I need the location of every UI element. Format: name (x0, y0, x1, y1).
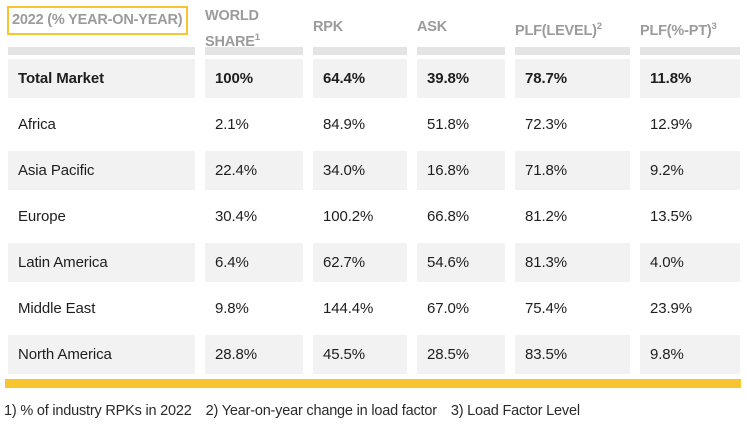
footnote-item: 3) Load Factor Level (450, 403, 580, 419)
value-cell: 144.4% (323, 299, 374, 317)
value-cell: 100% (205, 55, 303, 101)
value-cell: 9.8% (640, 331, 740, 377)
value-cell: 4.0% (640, 239, 740, 285)
value-cell: 30.4% (215, 207, 258, 225)
value-cell: 28.5% (417, 331, 505, 377)
table-top-border-segment (417, 47, 505, 55)
value-cell: 11.8% (640, 55, 740, 101)
table-header-row: 2022 (% YEAR-ON-YEAR) WORLD SHARE1 RPK ASK PL… (7, 0, 740, 50)
table-row-total-market: Total Market 100% 64.4% 39.8% 78.7% 11.8% (8, 55, 740, 101)
table-row-middle-east: Middle East 9.8% 144.4% 67.0% 75.4% 23.9% (8, 285, 740, 331)
value-cell: 75.4% (525, 299, 568, 317)
region-label: Europe (18, 207, 66, 225)
column-header-plf-pt: PLF(%-PT)3 (640, 0, 740, 53)
value-cell: 67.0% (427, 299, 470, 317)
column-header-label: RPK (313, 19, 344, 35)
value-cell: 84.9% (323, 115, 366, 133)
column-header-label: WORLD (205, 8, 259, 24)
value-cell: 54.6% (417, 239, 505, 285)
region-label: Africa (18, 115, 56, 133)
column-header-label: ASK (417, 19, 448, 35)
value-cell: 16.8% (417, 147, 505, 193)
region-label: Asia Pacific (8, 147, 195, 193)
value-cell: 13.5% (650, 207, 693, 225)
value-cell: 100.2% (323, 207, 374, 225)
value-cell: 45.5% (313, 331, 407, 377)
column-header-label: PLF(LEVEL)2 (515, 21, 603, 39)
column-header-label: PLF(%-PT)3 (640, 21, 717, 39)
region-label: Latin America (8, 239, 195, 285)
column-header-plf-level: PLF(LEVEL)2 (515, 0, 630, 53)
value-cell: 64.4% (313, 55, 407, 101)
value-cell: 34.0% (313, 147, 407, 193)
footnote-marker: 2 (596, 21, 603, 32)
value-cell: 6.4% (205, 239, 303, 285)
footnote-item: 1) % of industry RPKs in 2022 (4, 403, 192, 419)
table-top-border-segment (313, 47, 407, 55)
value-cell: 51.8% (427, 115, 470, 133)
column-header-rpk: RPK (313, 0, 407, 53)
value-cell: 78.7% (515, 55, 630, 101)
region-label: North America (8, 331, 195, 377)
footnotes: 1) % of industry RPKs in 2022 2) Year-on-… (4, 403, 747, 419)
column-header-label: 2022 (% YEAR-ON-YEAR) (12, 12, 183, 28)
table-top-border (8, 47, 740, 55)
column-header-2022-year-on-year: 2022 (% YEAR-ON-YEAR) (7, 0, 195, 53)
table-row-europe: Europe 30.4% 100.2% 66.8% 81.2% 13.5% (8, 193, 740, 239)
table-row-asia-pacific: Asia Pacific 22.4% 34.0% 16.8% 71.8% 9.2% (8, 147, 740, 193)
column-header-world-share: WORLD SHARE1 (205, 0, 303, 53)
column-header-label: SHARE1 (205, 32, 261, 50)
accent-divider-bar (5, 379, 741, 388)
value-cell: 83.5% (515, 331, 630, 377)
table-top-border-segment (515, 47, 630, 55)
table-top-border-segment (8, 47, 195, 55)
value-cell: 81.3% (515, 239, 630, 285)
table-row-latin-america: Latin America 6.4% 62.7% 54.6% 81.3% 4.0% (8, 239, 740, 285)
value-cell: 9.2% (640, 147, 740, 193)
table-row-africa: Africa 2.1% 84.9% 51.8% 72.3% 12.9% (8, 101, 740, 147)
table-top-border-segment (205, 47, 303, 55)
value-cell: 28.8% (205, 331, 303, 377)
table-body: Total Market 100% 64.4% 39.8% 78.7% 11.8% Afri… (0, 55, 747, 377)
value-cell: 23.9% (650, 299, 693, 317)
value-cell: 2.1% (215, 115, 249, 133)
table-row-north-america: North America 28.8% 45.5% 28.5% 83.5% 9.8% (8, 331, 740, 377)
value-cell: 62.7% (313, 239, 407, 285)
value-cell: 72.3% (525, 115, 568, 133)
column-header-ask: ASK (417, 0, 505, 53)
value-cell: 22.4% (205, 147, 303, 193)
value-cell: 39.8% (417, 55, 505, 101)
value-cell: 12.9% (650, 115, 693, 133)
table-top-border-segment (640, 47, 740, 55)
footnote-item: 2) Year-on-year change in load factor (205, 403, 437, 419)
footnote-marker: 1 (254, 32, 261, 43)
region-label: Total Market (8, 55, 195, 101)
value-cell: 81.2% (525, 207, 568, 225)
footnote-marker: 3 (711, 21, 717, 32)
value-cell: 9.8% (215, 299, 249, 317)
region-label: Middle East (18, 299, 96, 317)
value-cell: 66.8% (427, 207, 470, 225)
header-highlight-box: 2022 (% YEAR-ON-YEAR) (7, 6, 189, 35)
value-cell: 71.8% (515, 147, 630, 193)
